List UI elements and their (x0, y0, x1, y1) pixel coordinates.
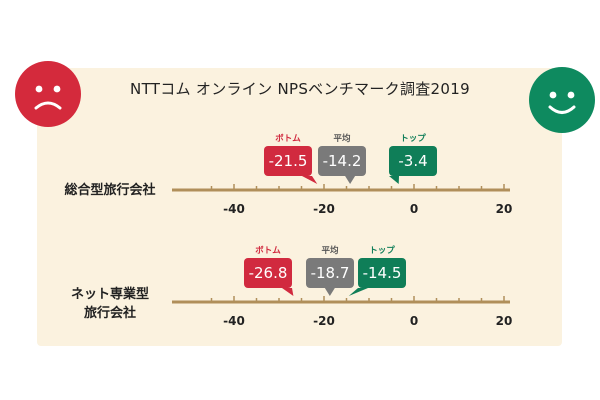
top-value-bubble: -3.4 (389, 146, 437, 176)
average-value-bubble: -18.7 (306, 258, 354, 288)
average-pointer (345, 176, 356, 184)
bottom-value: -21.5 (268, 152, 308, 170)
tick-label: -40 (223, 314, 245, 328)
bottom-value: -26.8 (248, 264, 288, 282)
chart-panel (37, 68, 562, 346)
tick-label: 20 (495, 314, 513, 328)
average-pointer (324, 288, 335, 296)
average-marker-label: 平均 (333, 134, 351, 144)
top-value-bubble: -14.5 (358, 258, 406, 288)
top-marker-label: トップ (400, 134, 426, 144)
average-value: -18.7 (310, 264, 350, 282)
top-pointer (389, 176, 399, 184)
chart-title: NTTコム オンライン NPSベンチマーク調査2019 (130, 80, 470, 98)
row-label-line: 旅行会社 (83, 306, 136, 321)
bottom-pointer (282, 288, 294, 296)
row-label-1: ネット専業型 旅行会社 (64, 285, 156, 323)
bottom-pointer (302, 176, 318, 184)
bottom-value-bubble: -26.8 (244, 258, 292, 288)
average-value: -14.2 (322, 152, 362, 170)
tick-label: -20 (313, 202, 335, 216)
bottom-marker-label: ボトム (255, 246, 281, 256)
happy-face-icon (529, 67, 595, 133)
average-value-bubble: -14.2 (318, 146, 366, 176)
top-value: -3.4 (398, 152, 428, 170)
tick-label: 0 (409, 202, 419, 216)
tick-label: -40 (223, 202, 245, 216)
row-label-line: ネット専業型 (70, 287, 149, 302)
average-marker-label: 平均 (321, 246, 339, 256)
top-pointer (348, 288, 368, 296)
top-value: -14.5 (362, 264, 402, 282)
tick-label: -20 (313, 314, 335, 328)
bottom-marker-label: ボトム (275, 134, 301, 144)
tick-label: 0 (409, 314, 419, 328)
bottom-value-bubble: -21.5 (264, 146, 312, 176)
tick-label: 20 (495, 202, 513, 216)
row-label-line: 総合型旅行会社 (64, 183, 156, 198)
row-label-0: 総合型旅行会社 (55, 181, 165, 200)
top-marker-label: トップ (369, 246, 395, 256)
sad-face-icon (15, 61, 81, 127)
